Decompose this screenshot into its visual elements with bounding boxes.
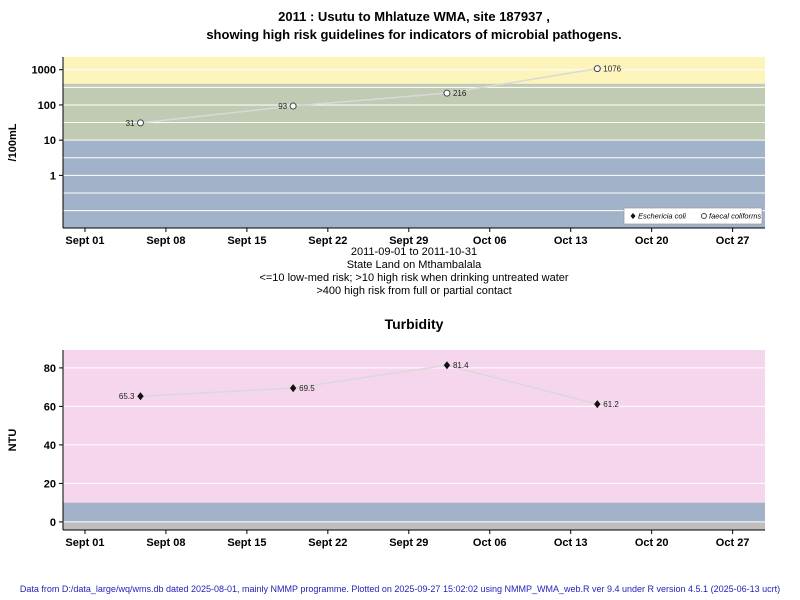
point-value-label: 1076	[603, 65, 621, 74]
data-point-circle	[593, 65, 601, 73]
risk-band	[63, 350, 765, 503]
legend-box	[623, 207, 763, 225]
legend-label: Eschericia coli	[638, 212, 686, 221]
y-tick-label: 20	[44, 478, 56, 490]
point-value-label: 31	[126, 119, 135, 128]
y-tick-label: 100	[38, 100, 56, 112]
series-line	[140, 67, 598, 124]
x-tick-label: Oct 13	[554, 537, 588, 549]
y-tick-label: 1	[50, 170, 56, 182]
y-tick-label: 60	[44, 401, 56, 413]
y-tick-label: 40	[44, 440, 56, 452]
caption-risk-guideline-1: <=10 low-med risk; >10 high risk when dr…	[259, 272, 569, 284]
point-value-label: 93	[278, 102, 287, 111]
x-tick-label: Oct 13	[554, 235, 588, 247]
risk-band	[63, 83, 765, 141]
data-point-diamond	[289, 384, 297, 393]
caption-risk-guideline-2: >400 high risk from full or partial cont…	[316, 285, 512, 297]
y-tick-label: 0	[50, 517, 56, 529]
x-tick-label: Oct 27	[716, 235, 750, 247]
x-tick-label: Sept 01	[65, 235, 104, 247]
y-axis-title: NTU	[7, 429, 19, 452]
x-tick-label: Oct 27	[716, 537, 750, 549]
footer-provenance-text: Data from D:/data_large/wq/wms.db dated …	[19, 584, 781, 594]
x-tick-label: Oct 20	[635, 235, 669, 247]
legend-label: faecal coliforms	[709, 212, 761, 221]
microbial-chart: Sept 01 Sept 08 Sept 15 Sept 22 Sept 29 Oct 0…	[7, 57, 765, 247]
y-tick-label: 80	[44, 363, 56, 375]
y-tick-label: 10	[44, 135, 56, 147]
legend-diamond-icon	[630, 213, 636, 219]
x-tick-label: Sept 15	[227, 537, 266, 549]
main-chart-title-line1: 2011 : Usutu to Mhlatuze WMA, site 18793…	[278, 9, 550, 24]
legend-circle-icon	[701, 213, 707, 219]
data-point-circle	[136, 119, 144, 127]
x-tick-label: Sept 15	[227, 235, 266, 247]
data-point-diamond	[137, 392, 144, 401]
x-tick-label: Sept 08	[146, 537, 185, 549]
y-axis-title: /100mL	[7, 123, 19, 161]
y-tick-label: 1000	[32, 65, 56, 77]
point-value-label: 216	[453, 89, 467, 98]
x-tick-label: Oct 06	[473, 537, 507, 549]
point-value-label: 61.2	[603, 400, 619, 409]
caption-site-description: State Land on Mthambalala	[346, 259, 482, 271]
turbidity-chart: Sept 01 Sept 08 Sept 15 Sept 22 Sept 29 Oct 0…	[7, 350, 765, 549]
risk-band	[63, 57, 765, 84]
data-point-circle	[289, 102, 297, 110]
data-point-diamond	[443, 361, 451, 370]
turbidity-chart-title: Turbidity	[384, 316, 444, 332]
x-tick-label: Oct 06	[473, 235, 507, 247]
x-tick-label: Oct 20	[635, 537, 669, 549]
risk-band	[63, 521, 765, 530]
main-chart-title: 2011 : Usutu to Mhlatuze WMA, site 18793…	[63, 8, 765, 44]
x-tick-label: Sept 29	[389, 235, 428, 247]
chart-captions: 2011-09-01 to 2011-10-31 State Land on M…	[63, 246, 765, 298]
point-value-label: 65.3	[119, 392, 135, 401]
x-tick-label: Sept 22	[308, 235, 347, 247]
x-tick-label: Sept 08	[146, 235, 185, 247]
x-tick-label: Sept 22	[308, 537, 347, 549]
series-line	[140, 364, 598, 405]
point-value-label: 81.4	[453, 361, 469, 370]
main-chart-title-line2: showing high risk guidelines for indicat…	[206, 27, 622, 42]
x-tick-label: Sept 01	[65, 537, 104, 549]
data-point-circle	[443, 89, 451, 97]
risk-band	[63, 502, 765, 522]
caption-date-range: 2011-09-01 to 2011-10-31	[350, 246, 478, 258]
x-tick-label: Sept 29	[389, 537, 428, 549]
data-point-diamond	[594, 400, 601, 409]
point-value-label: 69.5	[299, 384, 315, 393]
